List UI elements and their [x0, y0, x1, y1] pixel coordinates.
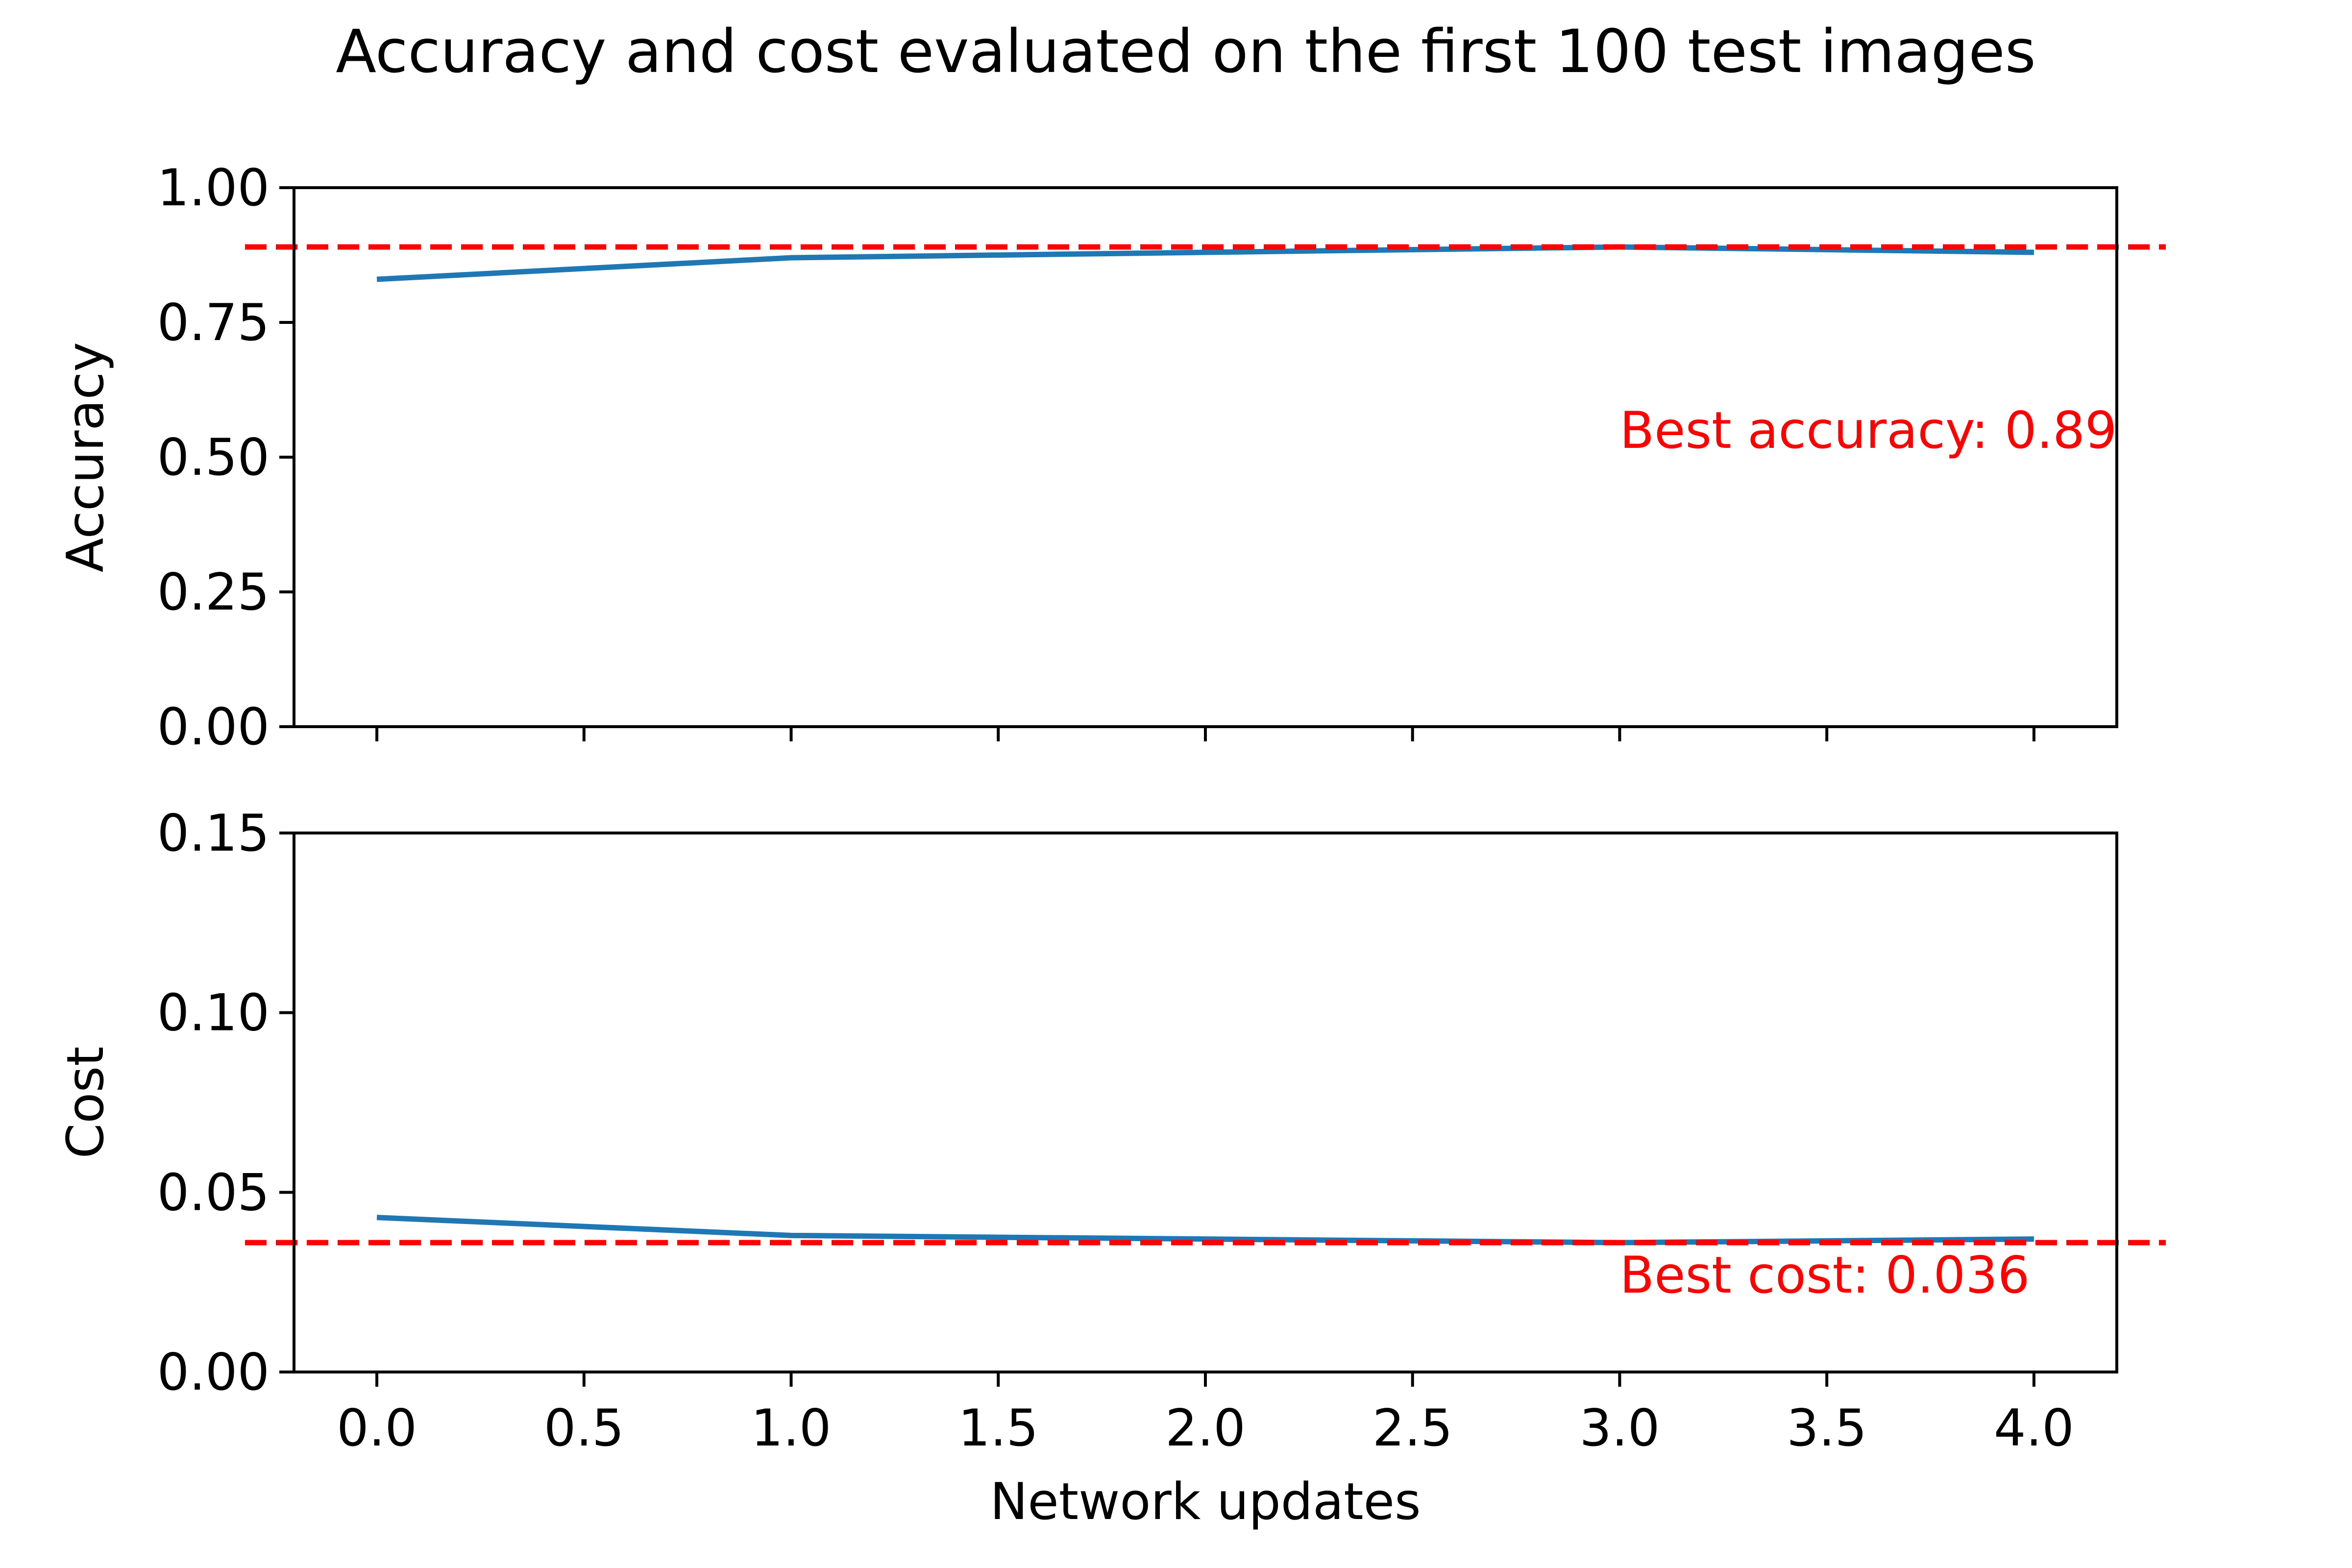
y-axis-label: Cost: [56, 1047, 115, 1159]
x-tick-label: 4.0: [1994, 1399, 2074, 1458]
y-tick-label: 0.00: [157, 1343, 270, 1402]
axes-frame: [293, 186, 2118, 728]
y-axis-label: Accuracy: [56, 342, 115, 572]
x-tick-label: 3.5: [1787, 1399, 1867, 1458]
y-tick-label: 1.00: [157, 159, 270, 218]
x-tick-label: 0.0: [337, 1399, 417, 1458]
axes-frame: [293, 832, 2118, 1373]
x-tick-label: 0.5: [544, 1399, 624, 1458]
y-tick-label: 0.75: [157, 294, 270, 352]
cost-panel: 0.00 0.05 0.10 0.15 0.0 0.5 1.0 1.5 2.0 2.5 3.0 3.5…: [56, 804, 2166, 1531]
y-tick-label: 0.00: [157, 698, 270, 757]
best-value-annotation: Best accuracy: 0.89: [1619, 401, 2117, 460]
x-axis-label: Network updates: [990, 1472, 1421, 1531]
y-tick-label: 0.50: [157, 428, 270, 487]
x-tick-label: 1.0: [751, 1399, 832, 1458]
figure-title: Accuracy and cost evaluated on the first…: [336, 17, 2036, 86]
best-value-annotation: Best cost: 0.036: [1619, 1246, 2030, 1305]
accuracy-panel: 0.00 0.25 0.50 0.75 1.00 Best accuracy: 0.89 A…: [56, 159, 2166, 757]
y-tick-label: 0.15: [157, 804, 270, 863]
y-tick-label: 0.05: [157, 1163, 270, 1222]
x-tick-label: 2.0: [1165, 1399, 1246, 1458]
x-tick-label: 2.5: [1372, 1399, 1453, 1458]
y-tick-label: 0.10: [157, 984, 270, 1043]
y-tick-label: 0.25: [157, 563, 270, 622]
x-tick-label: 1.5: [958, 1399, 1038, 1458]
x-tick-label: 3.0: [1580, 1399, 1660, 1458]
